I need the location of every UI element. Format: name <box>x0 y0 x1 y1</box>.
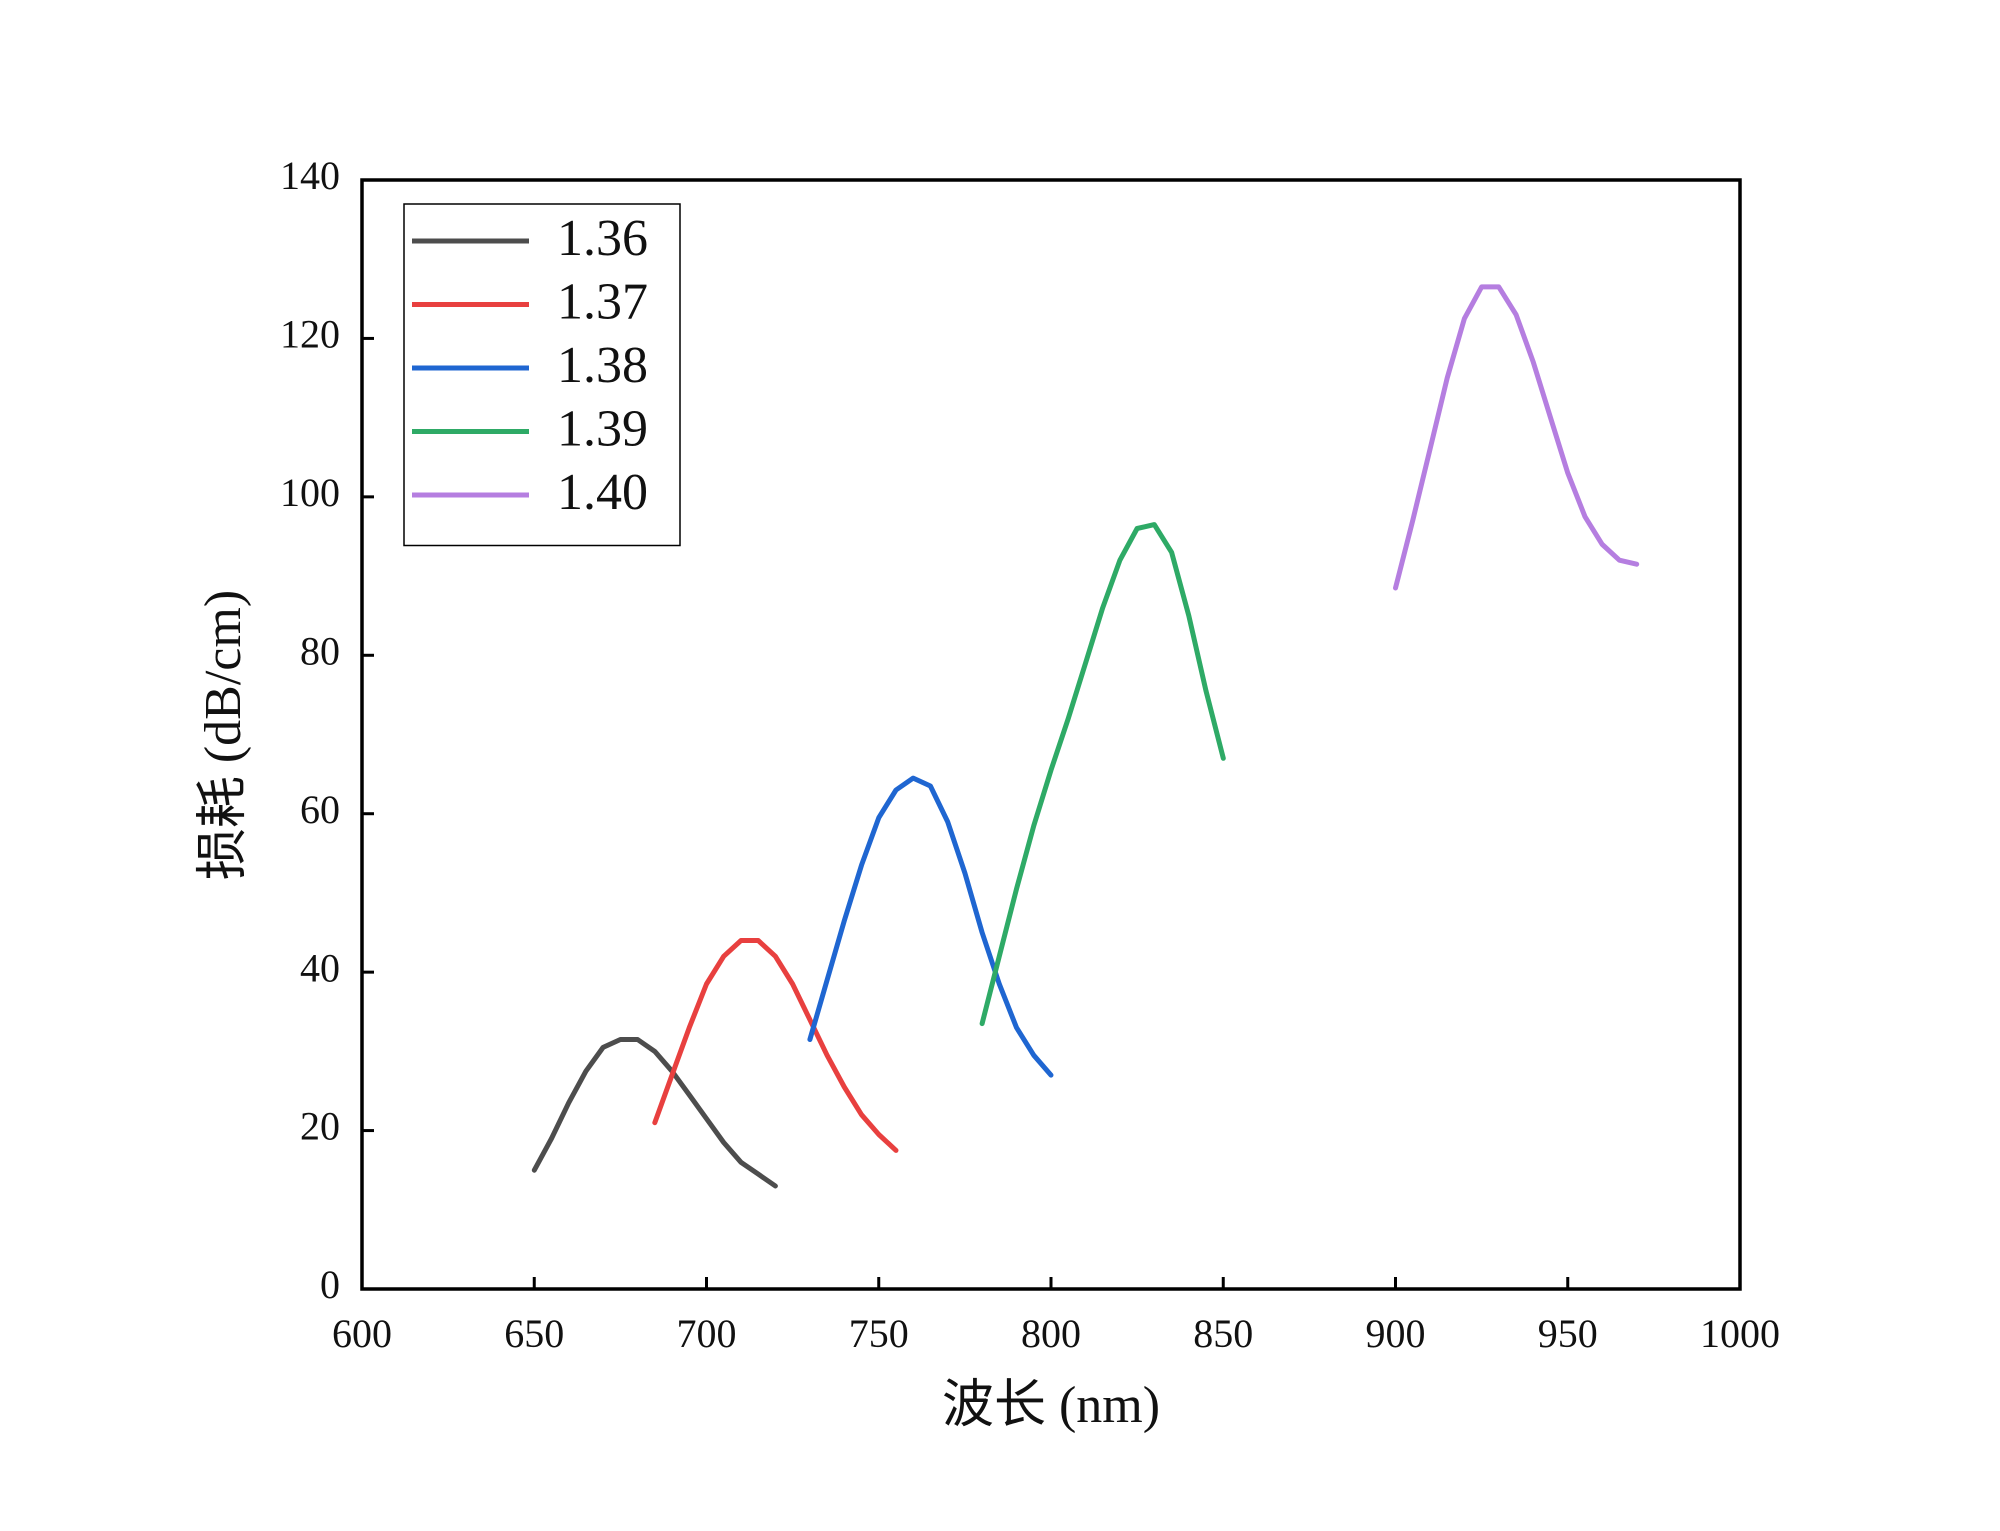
x-tick-label: 800 <box>1021 1311 1081 1356</box>
x-tick-label: 900 <box>1366 1311 1426 1356</box>
legend-label: 1.36 <box>557 210 648 267</box>
y-tick-label: 140 <box>280 153 340 198</box>
plot-frame <box>360 178 1742 1291</box>
series-line <box>531 1037 778 1189</box>
y-tick-label: 40 <box>300 945 340 990</box>
legend-label: 1.38 <box>557 337 648 394</box>
y-tick-label: 80 <box>300 628 340 673</box>
x-tick-label: 650 <box>504 1311 564 1356</box>
series-line <box>652 938 899 1153</box>
y-tick-label: 100 <box>280 470 340 515</box>
legend-label: 1.39 <box>557 400 648 457</box>
legend-label: 1.37 <box>557 273 648 330</box>
x-tick-label: 850 <box>1193 1311 1253 1356</box>
y-axis-label: 损耗 (dB/cm) <box>195 590 252 880</box>
x-tick-label: 750 <box>849 1311 909 1356</box>
y-tick-label: 20 <box>300 1104 340 1149</box>
series-line <box>979 522 1226 1027</box>
legend-box <box>403 203 681 547</box>
y-tick-label: 60 <box>300 787 340 832</box>
y-tick-label: 0 <box>320 1262 340 1307</box>
y-tick-label: 120 <box>280 312 340 357</box>
x-tick-label: 1000 <box>1700 1311 1780 1356</box>
legend: 1.36 1.37 1.38 1.39 1.40 <box>403 203 681 547</box>
legend-label: 1.40 <box>557 464 648 521</box>
series-line <box>1393 284 1640 591</box>
x-tick-label: 950 <box>1538 1311 1598 1356</box>
x-tick-label: 700 <box>677 1311 737 1356</box>
x-tick-label: 600 <box>332 1311 392 1356</box>
x-axis-label: 波长 (nm) <box>942 1377 1160 1434</box>
series-line <box>807 775 1054 1078</box>
